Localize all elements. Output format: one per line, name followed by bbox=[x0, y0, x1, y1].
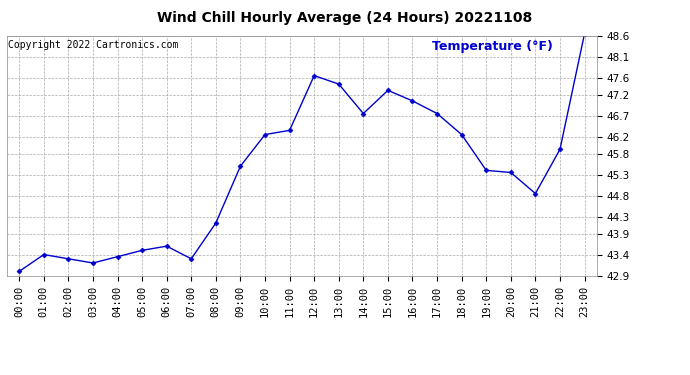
Text: Wind Chill Hourly Average (24 Hours) 20221108: Wind Chill Hourly Average (24 Hours) 202… bbox=[157, 11, 533, 25]
Text: Copyright 2022 Cartronics.com: Copyright 2022 Cartronics.com bbox=[8, 40, 179, 50]
Text: Temperature (°F): Temperature (°F) bbox=[432, 40, 553, 53]
